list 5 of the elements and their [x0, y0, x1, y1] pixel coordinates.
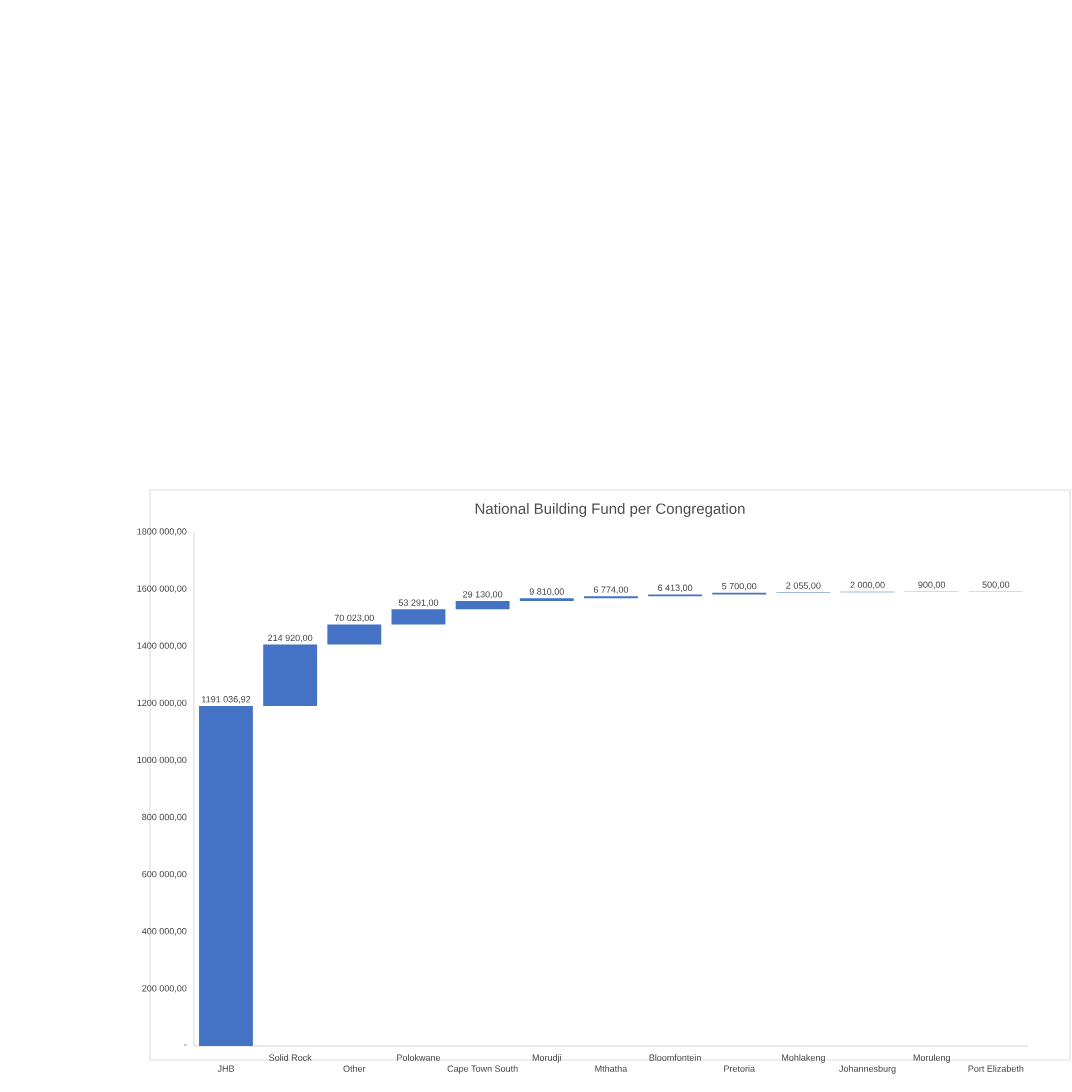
bar	[327, 624, 382, 645]
bar	[455, 600, 510, 610]
bar	[391, 609, 446, 625]
bar	[263, 644, 318, 706]
bar	[199, 705, 253, 1046]
